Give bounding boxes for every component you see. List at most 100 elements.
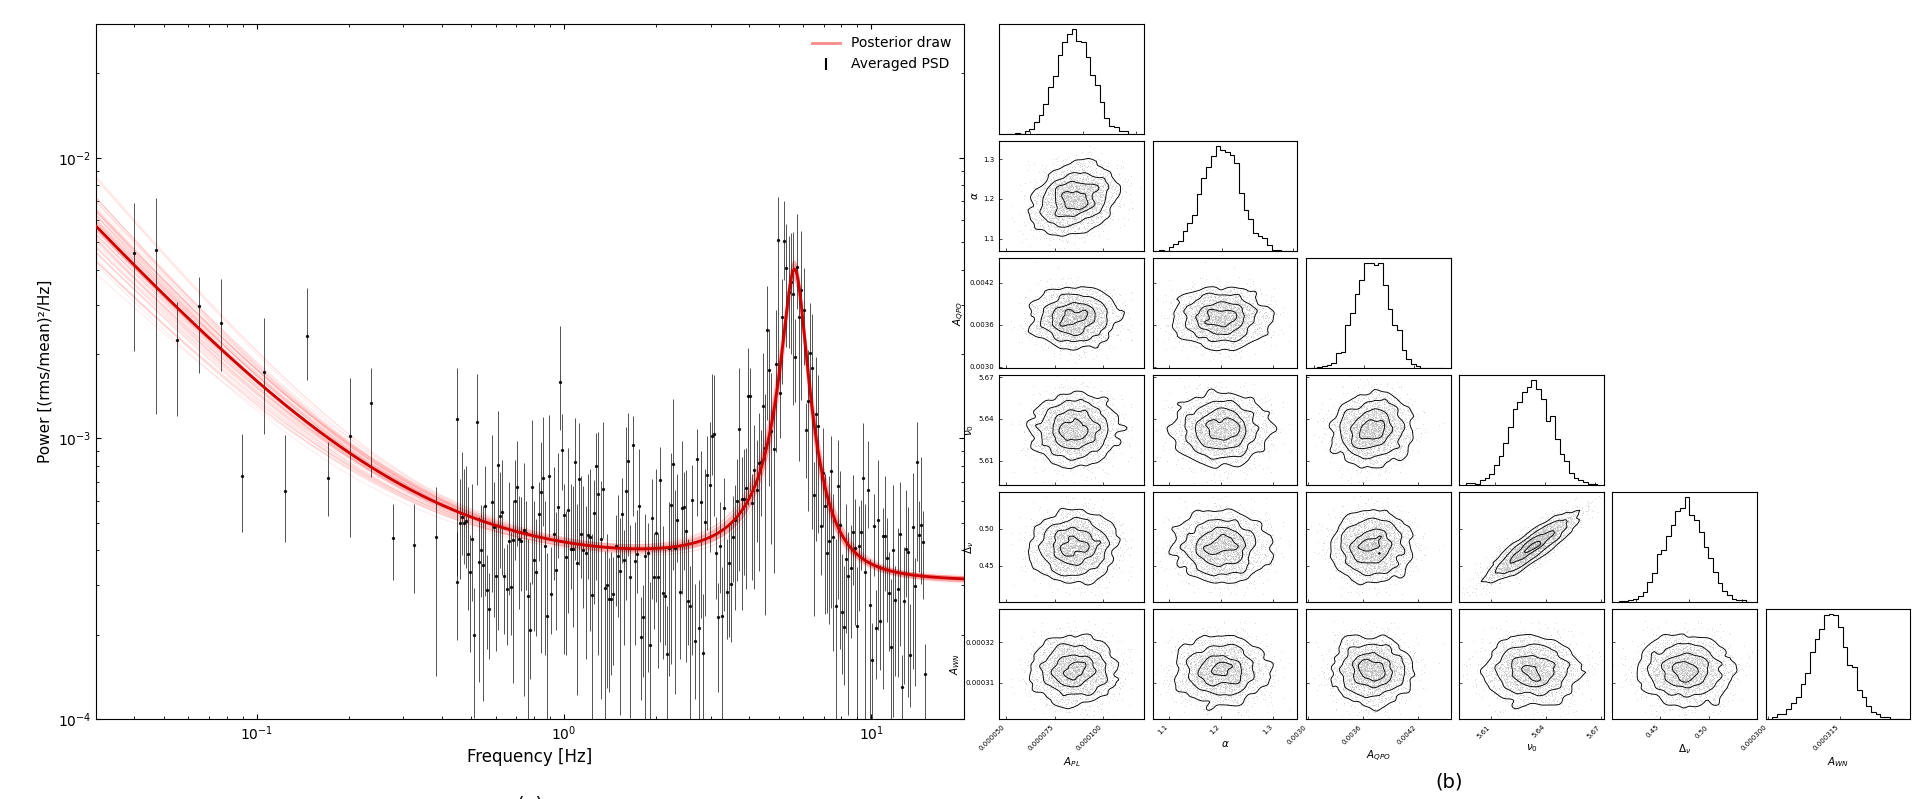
Point (1213, 673, 1244, 686)
Point (1183, 533, 1213, 546)
Point (1323, 678, 1354, 690)
Point (1187, 527, 1217, 539)
Point (1208, 555, 1238, 568)
Point (1039, 304, 1069, 316)
Point (1373, 431, 1404, 444)
Point (1334, 682, 1365, 695)
Point (1062, 541, 1092, 554)
Point (1661, 632, 1692, 645)
Point (1356, 402, 1386, 415)
Point (1033, 649, 1064, 662)
Point (1062, 221, 1092, 234)
Point (1371, 672, 1402, 685)
Point (1542, 516, 1572, 529)
Point (1187, 669, 1217, 682)
Point (1073, 324, 1104, 336)
Point (1187, 427, 1217, 439)
Point (1515, 540, 1546, 553)
Point (1540, 670, 1571, 682)
Point (1500, 700, 1530, 713)
Point (1661, 682, 1692, 695)
Point (1050, 490, 1081, 503)
Point (1365, 558, 1396, 570)
Point (1212, 285, 1242, 298)
Point (1044, 201, 1075, 214)
Point (1187, 411, 1217, 424)
Point (1338, 403, 1369, 416)
Point (1091, 562, 1121, 574)
Point (1200, 413, 1231, 426)
Point (1171, 551, 1202, 563)
Point (1060, 531, 1091, 544)
Point (1043, 209, 1073, 222)
Point (1365, 434, 1396, 447)
Point (1361, 428, 1392, 441)
Point (1242, 534, 1273, 547)
Point (1056, 696, 1087, 709)
Point (1509, 548, 1540, 561)
Point (1083, 535, 1114, 547)
Point (1213, 403, 1244, 415)
Point (1507, 541, 1538, 554)
Point (1194, 451, 1225, 464)
Point (1073, 660, 1104, 673)
Point (1597, 687, 1628, 700)
Point (1363, 384, 1394, 397)
Point (1352, 402, 1382, 415)
Point (1709, 684, 1740, 697)
Point (1033, 215, 1064, 228)
Point (1229, 589, 1260, 602)
Point (1083, 626, 1114, 639)
Point (1344, 420, 1375, 433)
Point (1048, 401, 1079, 414)
Point (1334, 421, 1365, 434)
Point (1394, 650, 1425, 662)
Point (1069, 659, 1100, 672)
Point (1346, 443, 1377, 455)
Point (1192, 427, 1223, 439)
Point (1323, 677, 1354, 690)
Point (1548, 662, 1578, 674)
Point (1064, 429, 1094, 442)
Point (1369, 658, 1400, 670)
Point (1494, 566, 1524, 578)
Point (1194, 665, 1225, 678)
Point (1388, 445, 1419, 458)
Point (1087, 311, 1117, 324)
Point (1665, 656, 1695, 669)
Point (1046, 154, 1077, 167)
Point (1354, 649, 1384, 662)
Point (1519, 666, 1549, 678)
Point (1482, 569, 1513, 582)
Point (1227, 313, 1258, 326)
Point (1536, 536, 1567, 549)
Point (1068, 536, 1098, 549)
Point (1062, 570, 1092, 583)
Point (1515, 552, 1546, 565)
Point (1340, 418, 1371, 431)
Point (1181, 673, 1212, 686)
Point (1066, 659, 1096, 672)
Point (1223, 670, 1254, 682)
Point (1453, 580, 1484, 593)
Point (1382, 528, 1413, 541)
Point (1233, 443, 1263, 455)
Point (1223, 419, 1254, 432)
Point (1087, 645, 1117, 658)
Point (1056, 169, 1087, 182)
Point (1350, 432, 1380, 445)
Point (1081, 177, 1112, 189)
Point (1668, 673, 1699, 686)
Point (1039, 311, 1069, 324)
Point (1386, 434, 1417, 447)
Point (1388, 454, 1419, 467)
Point (1394, 447, 1425, 460)
Point (1096, 300, 1127, 312)
Point (1210, 310, 1240, 323)
Point (1484, 687, 1515, 700)
Point (1384, 422, 1415, 435)
Point (1342, 664, 1373, 677)
Point (1031, 300, 1062, 313)
Point (1342, 436, 1373, 449)
Point (1674, 653, 1705, 666)
